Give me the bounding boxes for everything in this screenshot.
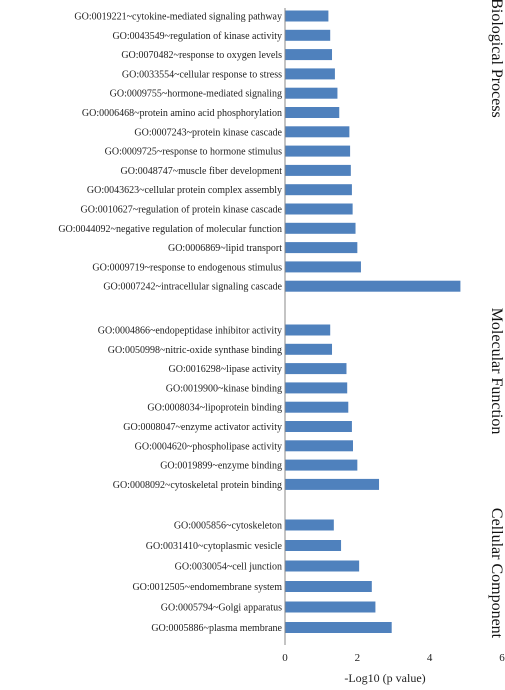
bar xyxy=(285,581,372,592)
category-label: GO:0070482~response to oxygen levels xyxy=(121,50,282,61)
bar xyxy=(285,222,356,234)
category-labels-layer: GO:0019221~cytokine-mediated signaling p… xyxy=(58,12,282,635)
category-label: GO:0050998~nitric-oxide synthase binding xyxy=(108,345,282,356)
category-label: GO:0043623~cellular protein complex asse… xyxy=(87,185,282,196)
bar xyxy=(285,363,347,375)
category-label: GO:0004620~phospholipase activity xyxy=(135,441,282,452)
category-label: GO:0006468~protein amino acid phosphoryl… xyxy=(82,108,282,119)
bar xyxy=(285,203,353,215)
bar xyxy=(285,421,352,432)
category-label: GO:0044092~negative regulation of molecu… xyxy=(58,224,282,235)
category-label: GO:0016298~lipase activity xyxy=(169,364,282,375)
bar xyxy=(285,622,392,633)
bar xyxy=(285,261,361,273)
bar xyxy=(285,49,333,61)
category-label: GO:0012505~endomembrane system xyxy=(132,582,282,593)
category-label: GO:0033554~cellular response to stress xyxy=(122,69,282,80)
group-label: Cellular Component xyxy=(488,508,505,639)
group-label: Biological Process xyxy=(488,0,505,118)
category-label: GO:0043549~regulation of kinase activity xyxy=(112,31,282,42)
x-ticks-layer: 0 2 4 6 xyxy=(282,652,505,664)
category-label: GO:0005794~Golgi apparatus xyxy=(161,603,282,614)
bar xyxy=(285,242,358,254)
category-label: GO:0009719~response to endogenous stimul… xyxy=(92,262,282,273)
category-label: GO:0008034~lipoprotein binding xyxy=(147,403,282,414)
bar xyxy=(285,324,331,336)
bar xyxy=(285,87,338,99)
category-label: GO:0030054~cell junction xyxy=(175,562,282,573)
x-tick-label: 4 xyxy=(427,652,433,664)
bar xyxy=(285,29,331,41)
bar xyxy=(285,601,376,613)
category-label: GO:0007243~protein kinase cascade xyxy=(134,127,282,138)
bar xyxy=(285,343,333,355)
category-label: GO:0008047~enzyme activator activity xyxy=(123,422,282,433)
bar xyxy=(285,440,353,452)
category-label: GO:0010627~regulation of protein kinase … xyxy=(81,205,283,216)
bar xyxy=(285,10,329,22)
bar xyxy=(285,280,461,292)
bars-layer xyxy=(285,10,461,633)
category-label: GO:0008092~cytoskeletal protein binding xyxy=(113,480,282,491)
bar xyxy=(285,164,351,176)
group-labels-layer: Biological Process Molecular Function Cell… xyxy=(488,0,505,639)
category-label: GO:0009725~response to hormone stimulus xyxy=(105,147,282,158)
x-tick-label: 0 xyxy=(282,652,288,664)
bar xyxy=(285,401,349,413)
category-label: GO:0019899~enzyme binding xyxy=(160,461,282,472)
category-label: GO:0006869~lipid transport xyxy=(168,243,282,254)
bar xyxy=(285,382,348,394)
category-label: GO:0031410~cytoplasmic vesicle xyxy=(146,541,283,552)
bar xyxy=(285,519,334,531)
bar xyxy=(285,184,352,196)
category-label: GO:0005886~plasma membrane xyxy=(151,623,282,634)
category-label: GO:0005856~cytoskeleton xyxy=(174,521,282,532)
x-axis-label: -Log10 (p value) xyxy=(344,671,425,685)
category-label: GO:0004866~endopeptidase inhibitor activ… xyxy=(98,326,282,337)
x-tick-label: 6 xyxy=(499,652,505,664)
bar xyxy=(285,478,380,490)
bar xyxy=(285,540,342,551)
bar xyxy=(285,107,340,118)
category-label: GO:0019900~kinase binding xyxy=(166,383,282,394)
group-label: Molecular Function xyxy=(488,308,505,435)
bar xyxy=(285,560,360,572)
x-tick-label: 2 xyxy=(355,652,361,664)
bar xyxy=(285,68,335,80)
bar xyxy=(285,145,351,157)
category-label: GO:0007242~intracellular signaling casca… xyxy=(103,282,282,293)
category-label: GO:0048747~muscle fiber development xyxy=(121,166,283,177)
bar xyxy=(285,126,350,138)
category-label: GO:0019221~cytokine-mediated signaling p… xyxy=(74,12,282,23)
bar xyxy=(285,459,358,471)
category-label: GO:0009755~hormone-mediated signaling xyxy=(110,89,282,100)
